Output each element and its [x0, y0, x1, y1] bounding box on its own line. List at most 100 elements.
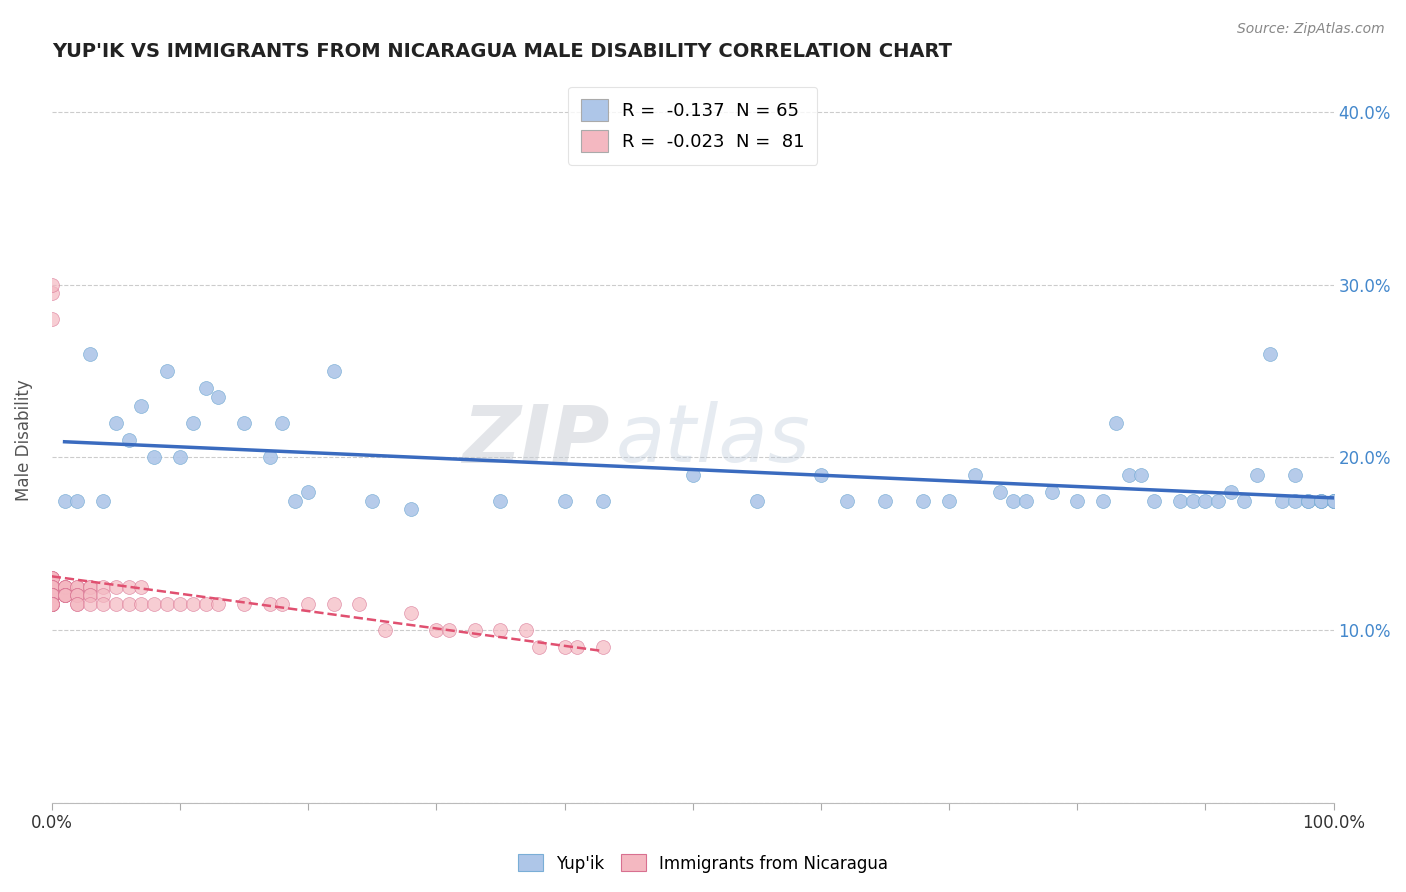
- Point: [91, 589, 114, 603]
- Point: [41, 286, 63, 301]
- Point: [1309, 493, 1331, 508]
- Point: [66, 580, 89, 594]
- Point: [1323, 493, 1346, 508]
- Point: [53, 580, 76, 594]
- Point: [104, 416, 127, 430]
- Point: [181, 597, 204, 611]
- Point: [1296, 493, 1319, 508]
- Point: [169, 597, 191, 611]
- Point: [374, 623, 396, 637]
- Text: YUP'IK VS IMMIGRANTS FROM NICARAGUA MALE DISABILITY CORRELATION CHART: YUP'IK VS IMMIGRANTS FROM NICARAGUA MALE…: [52, 42, 952, 61]
- Point: [1323, 493, 1346, 508]
- Point: [41, 589, 63, 603]
- Point: [1284, 467, 1306, 482]
- Point: [553, 493, 575, 508]
- Point: [53, 580, 76, 594]
- Point: [66, 493, 89, 508]
- Point: [515, 623, 537, 637]
- Point: [527, 640, 550, 655]
- Point: [41, 580, 63, 594]
- Point: [41, 277, 63, 292]
- Point: [143, 597, 166, 611]
- Point: [104, 580, 127, 594]
- Point: [592, 640, 614, 655]
- Point: [1296, 493, 1319, 508]
- Point: [79, 597, 101, 611]
- Point: [1105, 416, 1128, 430]
- Point: [988, 484, 1011, 499]
- Point: [1206, 493, 1229, 508]
- Point: [169, 450, 191, 465]
- Point: [1284, 493, 1306, 508]
- Point: [41, 580, 63, 594]
- Point: [41, 597, 63, 611]
- Point: [1323, 493, 1346, 508]
- Point: [66, 580, 89, 594]
- Point: [118, 433, 141, 447]
- Point: [873, 493, 896, 508]
- Point: [41, 597, 63, 611]
- Point: [425, 623, 447, 637]
- Point: [181, 416, 204, 430]
- Point: [1118, 467, 1140, 482]
- Point: [745, 493, 768, 508]
- Point: [131, 580, 153, 594]
- Point: [297, 597, 319, 611]
- Point: [66, 597, 89, 611]
- Point: [41, 571, 63, 585]
- Point: [349, 597, 371, 611]
- Point: [156, 364, 179, 378]
- Point: [91, 493, 114, 508]
- Point: [464, 623, 486, 637]
- Point: [1066, 493, 1088, 508]
- Point: [553, 640, 575, 655]
- Point: [53, 589, 76, 603]
- Point: [1040, 484, 1063, 499]
- Point: [912, 493, 935, 508]
- Point: [1309, 493, 1331, 508]
- Point: [1246, 467, 1268, 482]
- Point: [1323, 493, 1346, 508]
- Point: [41, 597, 63, 611]
- Point: [53, 580, 76, 594]
- Point: [1323, 493, 1346, 508]
- Point: [1091, 493, 1114, 508]
- Point: [79, 589, 101, 603]
- Point: [91, 580, 114, 594]
- Point: [79, 580, 101, 594]
- Point: [104, 597, 127, 611]
- Point: [41, 589, 63, 603]
- Point: [41, 597, 63, 611]
- Point: [41, 580, 63, 594]
- Point: [79, 589, 101, 603]
- Point: [1002, 493, 1025, 508]
- Point: [79, 347, 101, 361]
- Point: [233, 597, 256, 611]
- Point: [489, 623, 512, 637]
- Point: [53, 589, 76, 603]
- Y-axis label: Male Disability: Male Disability: [15, 379, 32, 501]
- Point: [1309, 493, 1331, 508]
- Point: [1168, 493, 1191, 508]
- Point: [66, 597, 89, 611]
- Point: [41, 589, 63, 603]
- Point: [567, 640, 589, 655]
- Legend: R =  -0.137  N = 65, R =  -0.023  N =  81: R = -0.137 N = 65, R = -0.023 N = 81: [568, 87, 817, 165]
- Point: [66, 589, 89, 603]
- Point: [1323, 493, 1346, 508]
- Text: ZIP: ZIP: [463, 401, 609, 479]
- Text: Source: ZipAtlas.com: Source: ZipAtlas.com: [1237, 22, 1385, 37]
- Point: [131, 597, 153, 611]
- Point: [361, 493, 384, 508]
- Point: [53, 493, 76, 508]
- Point: [284, 493, 307, 508]
- Point: [1258, 347, 1281, 361]
- Point: [1233, 493, 1256, 508]
- Point: [271, 416, 294, 430]
- Point: [489, 493, 512, 508]
- Point: [143, 450, 166, 465]
- Point: [1181, 493, 1204, 508]
- Point: [963, 467, 986, 482]
- Point: [682, 467, 704, 482]
- Point: [41, 597, 63, 611]
